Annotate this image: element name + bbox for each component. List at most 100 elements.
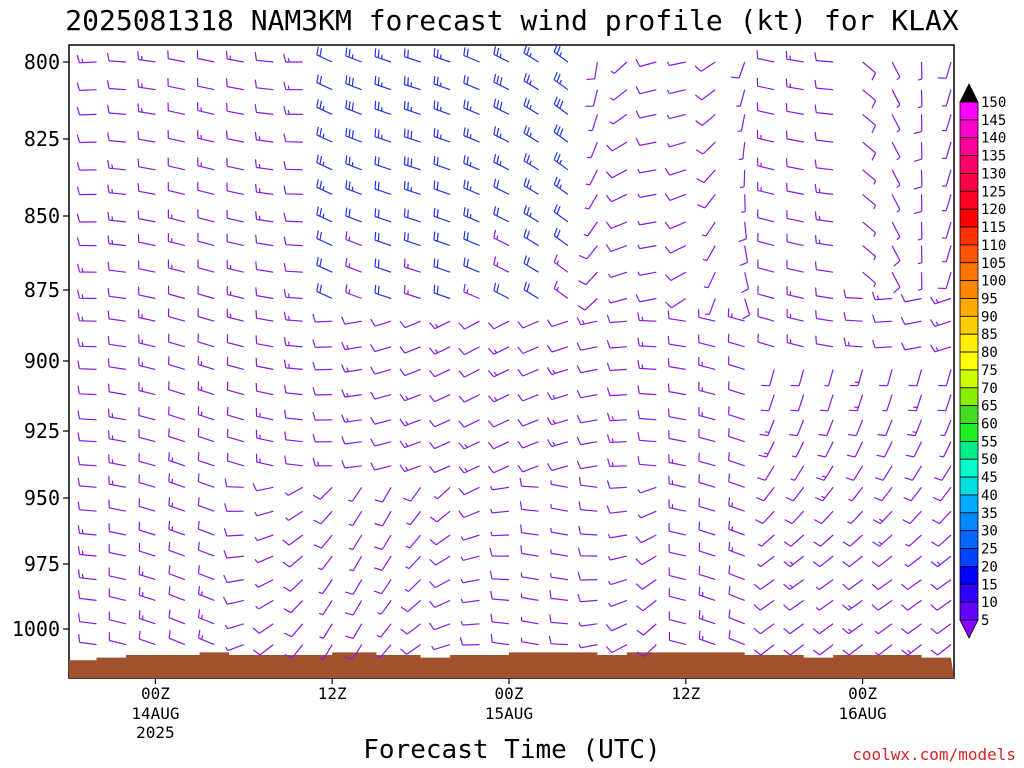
wind-barb [252,483,274,492]
wind-barb [429,441,451,450]
wind-barb [138,286,156,300]
wind-barb [345,155,362,171]
wind-barb [727,333,745,348]
wind-barb [523,97,539,115]
wind-barb [137,158,156,171]
wind-barb [487,441,510,450]
wind-barb [786,308,804,322]
wind-barb [523,152,539,171]
terrain-surface [69,652,954,678]
wind-barb [637,486,657,494]
wind-barb [197,182,215,195]
wind-barb [698,586,716,601]
wind-barb [814,234,834,247]
wind-barb [344,644,363,660]
wind-barb [607,533,628,539]
wind-barb [226,78,244,91]
wind-barb [255,429,274,443]
wind-barb [698,566,716,581]
wind-barb [345,100,362,115]
x-date-label: 15AUG [485,704,533,723]
wind-barb [553,44,569,63]
wind-barb [197,585,215,601]
wind-barb [930,555,952,568]
wind-barb [607,579,628,586]
wind-barb [753,599,775,611]
wind-barb [138,521,156,536]
wind-barb [783,623,805,635]
wind-barb [607,555,628,561]
wind-barb [463,127,480,143]
wind-barb [586,141,598,159]
wind-barb [429,419,451,428]
colorbar-segment [959,173,979,192]
wind-barb [605,169,628,179]
wind-barb [553,151,569,171]
wind-barb [403,128,421,143]
wind-barb [577,298,598,311]
wind-barb [374,258,392,273]
wind-barb [197,232,215,247]
wind-barb [664,245,687,254]
wind-barb [312,411,333,421]
wind-barb [550,504,569,512]
wind-barb [783,579,805,590]
wind-barb [817,441,834,458]
wind-barb [137,260,156,273]
y-tick-label: 1000 [12,617,60,641]
wind-barb [635,555,657,566]
wind-barb [316,74,333,91]
x-axis-label: Forecast Time (UTC) [363,735,660,765]
wind-barb [345,284,362,300]
colorbar-segment [959,351,979,371]
wind-barb [523,228,539,247]
colorbar-label: 135 [981,149,1006,165]
wind-barb [842,534,863,547]
wind-barb [137,210,156,223]
wind-barb [226,381,244,396]
wind-barb [283,53,303,63]
wind-barb [137,183,156,195]
wind-barb [917,245,923,265]
wind-barb [76,186,97,196]
wind-barb [370,318,392,327]
wind-barb [931,510,952,525]
wind-barb [862,221,877,237]
wind-barb [578,643,598,649]
wind-barb [316,179,333,195]
wind-barb [523,281,539,300]
wind-barb [283,161,303,171]
wind-barb [108,588,127,601]
wind-barb [904,555,922,568]
wind-barb [906,419,923,437]
wind-barb [553,96,569,115]
wind-barb [168,565,186,581]
wind-barb [812,555,834,568]
wind-barb [463,75,480,91]
wind-barb [814,52,834,63]
wind-barb [698,630,716,646]
wind-barb [405,555,422,570]
y-tick-label: 925 [24,419,60,443]
wind-barb [490,634,510,646]
wind-barb [848,419,864,437]
y-axis: 800 825 850 875 900 925 950 975 1000 [12,50,69,641]
wind-barb [254,555,274,564]
wind-barb [902,510,922,525]
wind-barb [433,100,451,115]
wind-barb [460,598,480,604]
wind-barb [254,510,274,517]
wind-barb [197,520,215,536]
wind-barb [319,644,333,660]
wind-barb [578,501,598,512]
wind-barb [77,477,97,488]
wind-barb [759,419,775,437]
wind-barb [138,453,156,467]
wind-barb [489,570,510,581]
wind-barb [284,623,304,638]
wind-barb [940,419,952,437]
wind-barb [254,534,274,542]
wind-barb [226,428,244,443]
wind-barb [578,547,598,557]
